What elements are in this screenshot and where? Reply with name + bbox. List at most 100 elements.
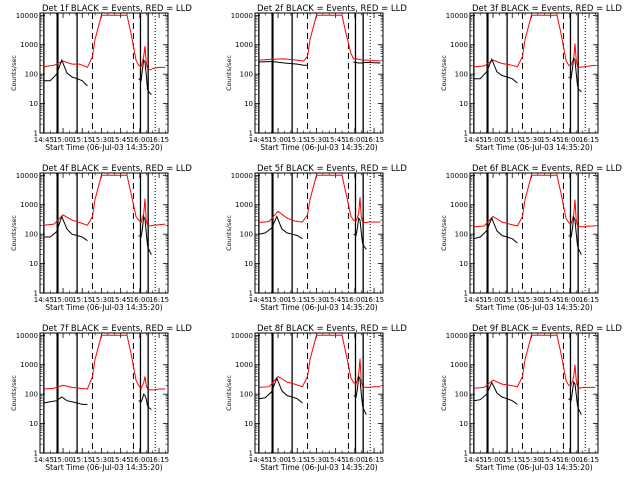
x-tick-label: 15:30 [521,296,541,304]
x-tick-label: 16:15 [149,456,169,464]
x-tick-label: 14:45 [464,456,484,464]
chart-title: Det 5f BLACK = Events, RED = LLD [257,164,407,174]
x-tick-label: 15:30 [521,456,541,464]
plot-frame [254,12,384,134]
chart-title: Det 9f BLACK = Events, RED = LLD [472,324,622,334]
y-tick-label: 1 [464,290,468,298]
data-series-line [473,334,596,389]
y-tick-label: 10 [29,420,38,428]
x-tick-label: 16:00 [345,456,365,464]
data-series-line [473,14,596,68]
data-series-line [473,216,518,244]
chart-panel: Det 8f BLACK = Events, RED = LLD 1 10 100 10… [225,324,407,472]
chart-title: Det 4f BLACK = Events, RED = LLD [42,164,192,174]
chart-panel: Det 2f BLACK = Events, RED = LLD 1 10 100 10… [225,4,407,152]
x-tick-label: 15:30 [306,136,326,144]
x-tick-label: 15:00 [483,456,503,464]
chart-title: Det 3f BLACK = Events, RED = LLD [472,4,622,14]
y-axis-label: Counts/sec [225,215,233,251]
y-tick-label: 100 [25,231,38,239]
data-series-line [43,396,88,405]
x-axis-label: Start Time (06-Jul-03 14:35:20) [260,463,377,472]
x-tick-label: 15:30 [306,296,326,304]
y-tick-label: 1 [464,130,468,138]
x-tick-label: 14:45 [464,136,484,144]
y-tick-label: 1 [34,130,38,138]
data-series-line [473,174,596,228]
data-series-line [258,334,381,388]
x-axis-label: Start Time (06-Jul-03 14:35:20) [45,303,162,312]
x-tick-label: 15:30 [91,296,111,304]
x-tick-label: 16:15 [579,296,599,304]
x-tick-label: 15:45 [326,296,346,304]
y-axis-label: Counts/sec [440,215,448,251]
data-series-line [473,381,518,405]
plot-frame [469,12,599,134]
x-tick-label: 15:15 [287,296,307,304]
y-tick-label: 10 [459,100,468,108]
x-tick-label: 16:00 [130,456,150,464]
y-tick-label: 10 [244,100,253,108]
x-tick-label: 15:15 [502,136,522,144]
y-tick-label: 10 [244,260,253,268]
data-series-line [43,334,166,391]
plot-frame [39,12,169,134]
data-series-line [568,215,582,255]
data-series-line [138,393,152,410]
y-axis-label: Counts/sec [10,55,18,91]
x-tick-label: 15:30 [91,136,111,144]
data-series-line [568,56,582,93]
chart-panel: Det 9f BLACK = Events, RED = LLD 1 10 100 10… [440,324,622,472]
data-series-line [138,214,152,255]
chart-panel: Det 5f BLACK = Events, RED = LLD 1 10 100 10… [225,164,407,312]
x-axis-label: Start Time (06-Jul-03 14:35:20) [475,143,592,152]
data-series-line [258,215,303,240]
x-tick-label: 16:15 [364,456,384,464]
y-tick-label: 10000 [446,12,468,20]
x-tick-label: 16:00 [130,136,150,144]
data-series-line [353,61,381,64]
x-tick-label: 16:15 [149,296,169,304]
y-tick-label: 1 [34,450,38,458]
x-tick-label: 16:00 [345,136,365,144]
y-tick-label: 10000 [231,12,253,20]
x-tick-label: 15:45 [541,456,561,464]
x-tick-label: 14:45 [249,296,269,304]
x-tick-label: 15:00 [268,296,288,304]
y-tick-label: 100 [455,231,468,239]
y-tick-label: 100 [25,391,38,399]
y-tick-label: 10 [459,260,468,268]
x-tick-label: 15:45 [541,136,561,144]
x-tick-label: 16:15 [149,136,169,144]
x-tick-label: 15:30 [306,456,326,464]
chart-title: Det 7f BLACK = Events, RED = LLD [42,324,192,334]
x-tick-label: 16:15 [579,456,599,464]
x-tick-label: 15:15 [72,136,92,144]
x-tick-label: 15:00 [483,296,503,304]
plot-frame [39,332,169,454]
data-series-line [258,14,381,62]
x-tick-label: 15:00 [53,136,73,144]
x-tick-label: 15:45 [111,456,131,464]
y-tick-label: 10000 [446,332,468,340]
plot-frame [254,172,384,294]
chart-panel: Det 7f BLACK = Events, RED = LLD 1 10 100 10… [10,324,192,472]
x-tick-label: 16:00 [560,136,580,144]
y-tick-label: 100 [240,71,253,79]
y-tick-label: 1000 [235,41,253,49]
y-tick-label: 100 [455,391,468,399]
y-tick-label: 10000 [446,172,468,180]
x-tick-label: 16:15 [579,136,599,144]
y-tick-label: 100 [240,231,253,239]
x-tick-label: 15:30 [521,136,541,144]
y-tick-label: 10 [459,420,468,428]
x-tick-label: 16:00 [560,456,580,464]
x-tick-label: 14:45 [249,456,269,464]
x-axis-label: Start Time (06-Jul-03 14:35:20) [475,463,592,472]
y-tick-label: 10000 [16,332,38,340]
x-tick-label: 15:15 [72,456,92,464]
plot-frame [469,332,599,454]
y-tick-label: 1000 [450,41,468,49]
x-axis-label: Start Time (06-Jul-03 14:35:20) [45,143,162,152]
